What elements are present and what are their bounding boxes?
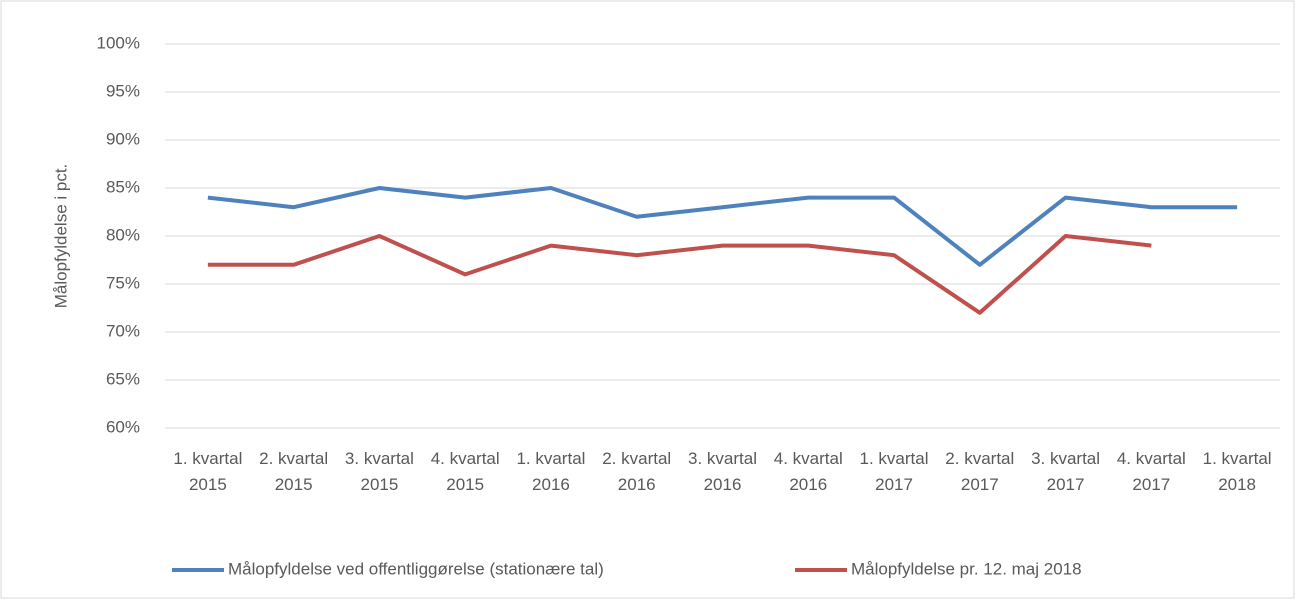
y-tick-label: 100% (97, 33, 140, 52)
y-tick-label: 90% (106, 129, 140, 148)
x-tick-label: 4. kvartal 2015 (430, 449, 500, 494)
x-tick-label: 1. kvartal 2018 (1202, 449, 1272, 494)
y-tick-label: 70% (106, 321, 140, 340)
y-tick-label: 95% (106, 81, 140, 100)
x-tick-label: 2. kvartal 2016 (602, 449, 672, 494)
x-tick-label: 3. kvartal 2017 (1031, 449, 1101, 494)
y-tick-label: 60% (106, 417, 140, 436)
y-tick-label: 75% (106, 273, 140, 292)
x-tick-label: 2. kvartal 2017 (945, 449, 1015, 494)
x-tick-label: 1. kvartal 2017 (859, 449, 929, 494)
x-tick-label: 1. kvartal 2015 (173, 449, 243, 494)
x-tick-label: 3. kvartal 2015 (344, 449, 414, 494)
series-line (207, 186, 1238, 267)
x-tick-label: 4. kvartal 2016 (773, 449, 843, 494)
x-tick-label: 3. kvartal 2016 (688, 449, 757, 494)
y-tick-label: 80% (106, 225, 140, 244)
legend-label: Målopfyldelse ved offentliggørelse (stat… (228, 559, 604, 578)
y-tick-label: 85% (106, 177, 140, 196)
series-line (207, 234, 1152, 315)
y-tick-label: 65% (106, 369, 140, 388)
x-tick-label: 1. kvartal 2016 (516, 449, 586, 494)
y-axis-label: Målopfyldelse i pct. (51, 164, 70, 309)
x-tick-label: 2. kvartal 2015 (259, 449, 329, 494)
x-tick-label: 4. kvartal 2017 (1116, 449, 1186, 494)
legend-label: Målopfyldelse pr. 12. maj 2018 (851, 559, 1082, 578)
